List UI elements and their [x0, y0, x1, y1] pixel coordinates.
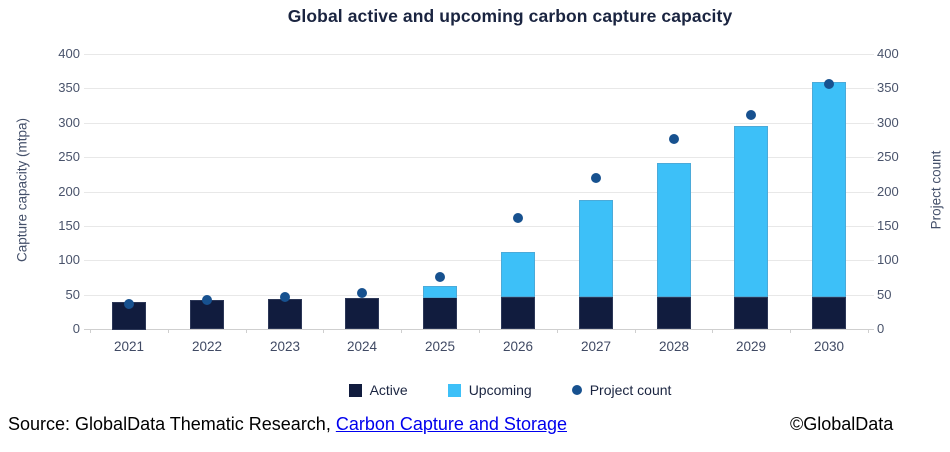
x-axis-category-label: 2026	[502, 339, 534, 354]
project-count-marker	[824, 79, 834, 89]
gridline	[84, 226, 874, 227]
source-link[interactable]: Carbon Capture and Storage	[335, 414, 567, 434]
x-axis-tick	[790, 329, 791, 333]
project-count-marker	[513, 213, 523, 223]
x-axis-tick	[712, 329, 713, 333]
y-axis-tick-label-right: 150	[877, 218, 899, 233]
x-axis-category-label: 2029	[735, 339, 767, 354]
y-axis-tick-label-right: 50	[877, 287, 892, 302]
y-axis-tick-label-left: 0	[72, 321, 80, 336]
project-count-marker	[280, 292, 290, 302]
gridline	[84, 260, 874, 261]
active-swatch-icon	[348, 383, 362, 397]
x-axis-tick	[323, 329, 324, 333]
copyright-text: ©GlobalData	[790, 414, 894, 434]
project-count-marker	[357, 288, 367, 298]
y-axis-tick-label-left: 250	[58, 149, 80, 164]
y-axis-tick-label-left: 300	[58, 115, 80, 130]
x-axis-tick	[401, 329, 402, 333]
active-bar-segment	[579, 297, 613, 329]
y-axis-tick-label-left: 100	[58, 252, 80, 267]
y-axis-tick-label-right: 400	[877, 46, 899, 61]
project-count-marker	[124, 299, 134, 309]
chart-title: Global active and upcoming carbon captur…	[287, 6, 733, 26]
y-axis-tick-label-left: 150	[58, 218, 80, 233]
x-axis-category-label: 2021	[113, 339, 145, 354]
y-axis-tick-label-left: 400	[58, 46, 80, 61]
upcoming-bar-segment	[423, 286, 457, 298]
active-bar-segment	[423, 297, 457, 329]
gridline	[84, 54, 874, 55]
x-axis-tick	[868, 329, 869, 333]
x-axis-category-label: 2022	[191, 339, 223, 354]
project-count-marker	[669, 134, 679, 144]
gridline	[84, 295, 874, 296]
y-axis-tick-label-left: 50	[65, 287, 80, 302]
legend-label: Project count	[589, 382, 672, 398]
project-count-dot-icon	[571, 385, 582, 395]
x-axis-category-label: 2027	[580, 339, 612, 354]
upcoming-bar-segment	[812, 82, 846, 297]
project-count-marker	[202, 295, 212, 305]
y-axis-tick-label-right: 300	[877, 115, 899, 130]
x-axis-tick	[246, 329, 247, 333]
x-axis-category-label: 2030	[813, 339, 845, 354]
x-axis-category-label: 2024	[346, 339, 378, 354]
legend-label: Active	[369, 382, 408, 398]
active-bar-segment	[268, 299, 302, 329]
active-bar-segment	[345, 298, 379, 329]
y-axis-tick-label-right: 100	[877, 252, 899, 267]
x-axis-tick	[168, 329, 169, 333]
gridline	[84, 123, 874, 124]
legend-item-upcoming: Upcoming	[447, 382, 532, 398]
legend-item-active: Active	[348, 382, 408, 398]
project-count-marker	[591, 173, 601, 183]
active-bar-segment	[501, 297, 535, 329]
x-axis-category-label: 2028	[658, 339, 690, 354]
source-text: Source: GlobalData Thematic Research,	[8, 414, 336, 434]
upcoming-bar-segment	[579, 200, 613, 297]
y-axis-tick-label-right: 350	[877, 80, 899, 95]
gridline	[84, 157, 874, 158]
x-axis-tick	[635, 329, 636, 333]
gridline	[84, 88, 874, 89]
y-axis-tick-label-left: 200	[58, 184, 80, 199]
upcoming-swatch-icon	[447, 383, 461, 397]
legend-item-project-count: Project count	[571, 382, 672, 398]
x-axis-category-label: 2023	[269, 339, 301, 354]
y-axis-tick-label-right: 200	[877, 184, 899, 199]
legend: Active Upcoming Project count	[90, 382, 930, 398]
gridline	[84, 192, 874, 193]
y-axis-tick-label-right: 250	[877, 149, 899, 164]
active-bar-segment	[734, 297, 768, 329]
source-line: Source: GlobalData Thematic Research, Ca…	[8, 414, 567, 435]
x-axis-category-label: 2025	[424, 339, 456, 354]
active-bar-segment	[812, 297, 846, 329]
upcoming-bar-segment	[657, 163, 691, 297]
project-count-marker	[435, 272, 445, 282]
y-axis-tick-label-left: 350	[58, 80, 80, 95]
active-bar-segment	[657, 297, 691, 329]
upcoming-bar-segment	[734, 126, 768, 297]
x-axis-tick	[90, 329, 91, 333]
y-axis-tick-label-right: 0	[877, 321, 885, 336]
x-axis-tick	[557, 329, 558, 333]
project-count-marker	[746, 110, 756, 120]
legend-label: Upcoming	[468, 382, 532, 398]
x-axis-tick	[479, 329, 480, 333]
upcoming-bar-segment	[501, 252, 535, 297]
